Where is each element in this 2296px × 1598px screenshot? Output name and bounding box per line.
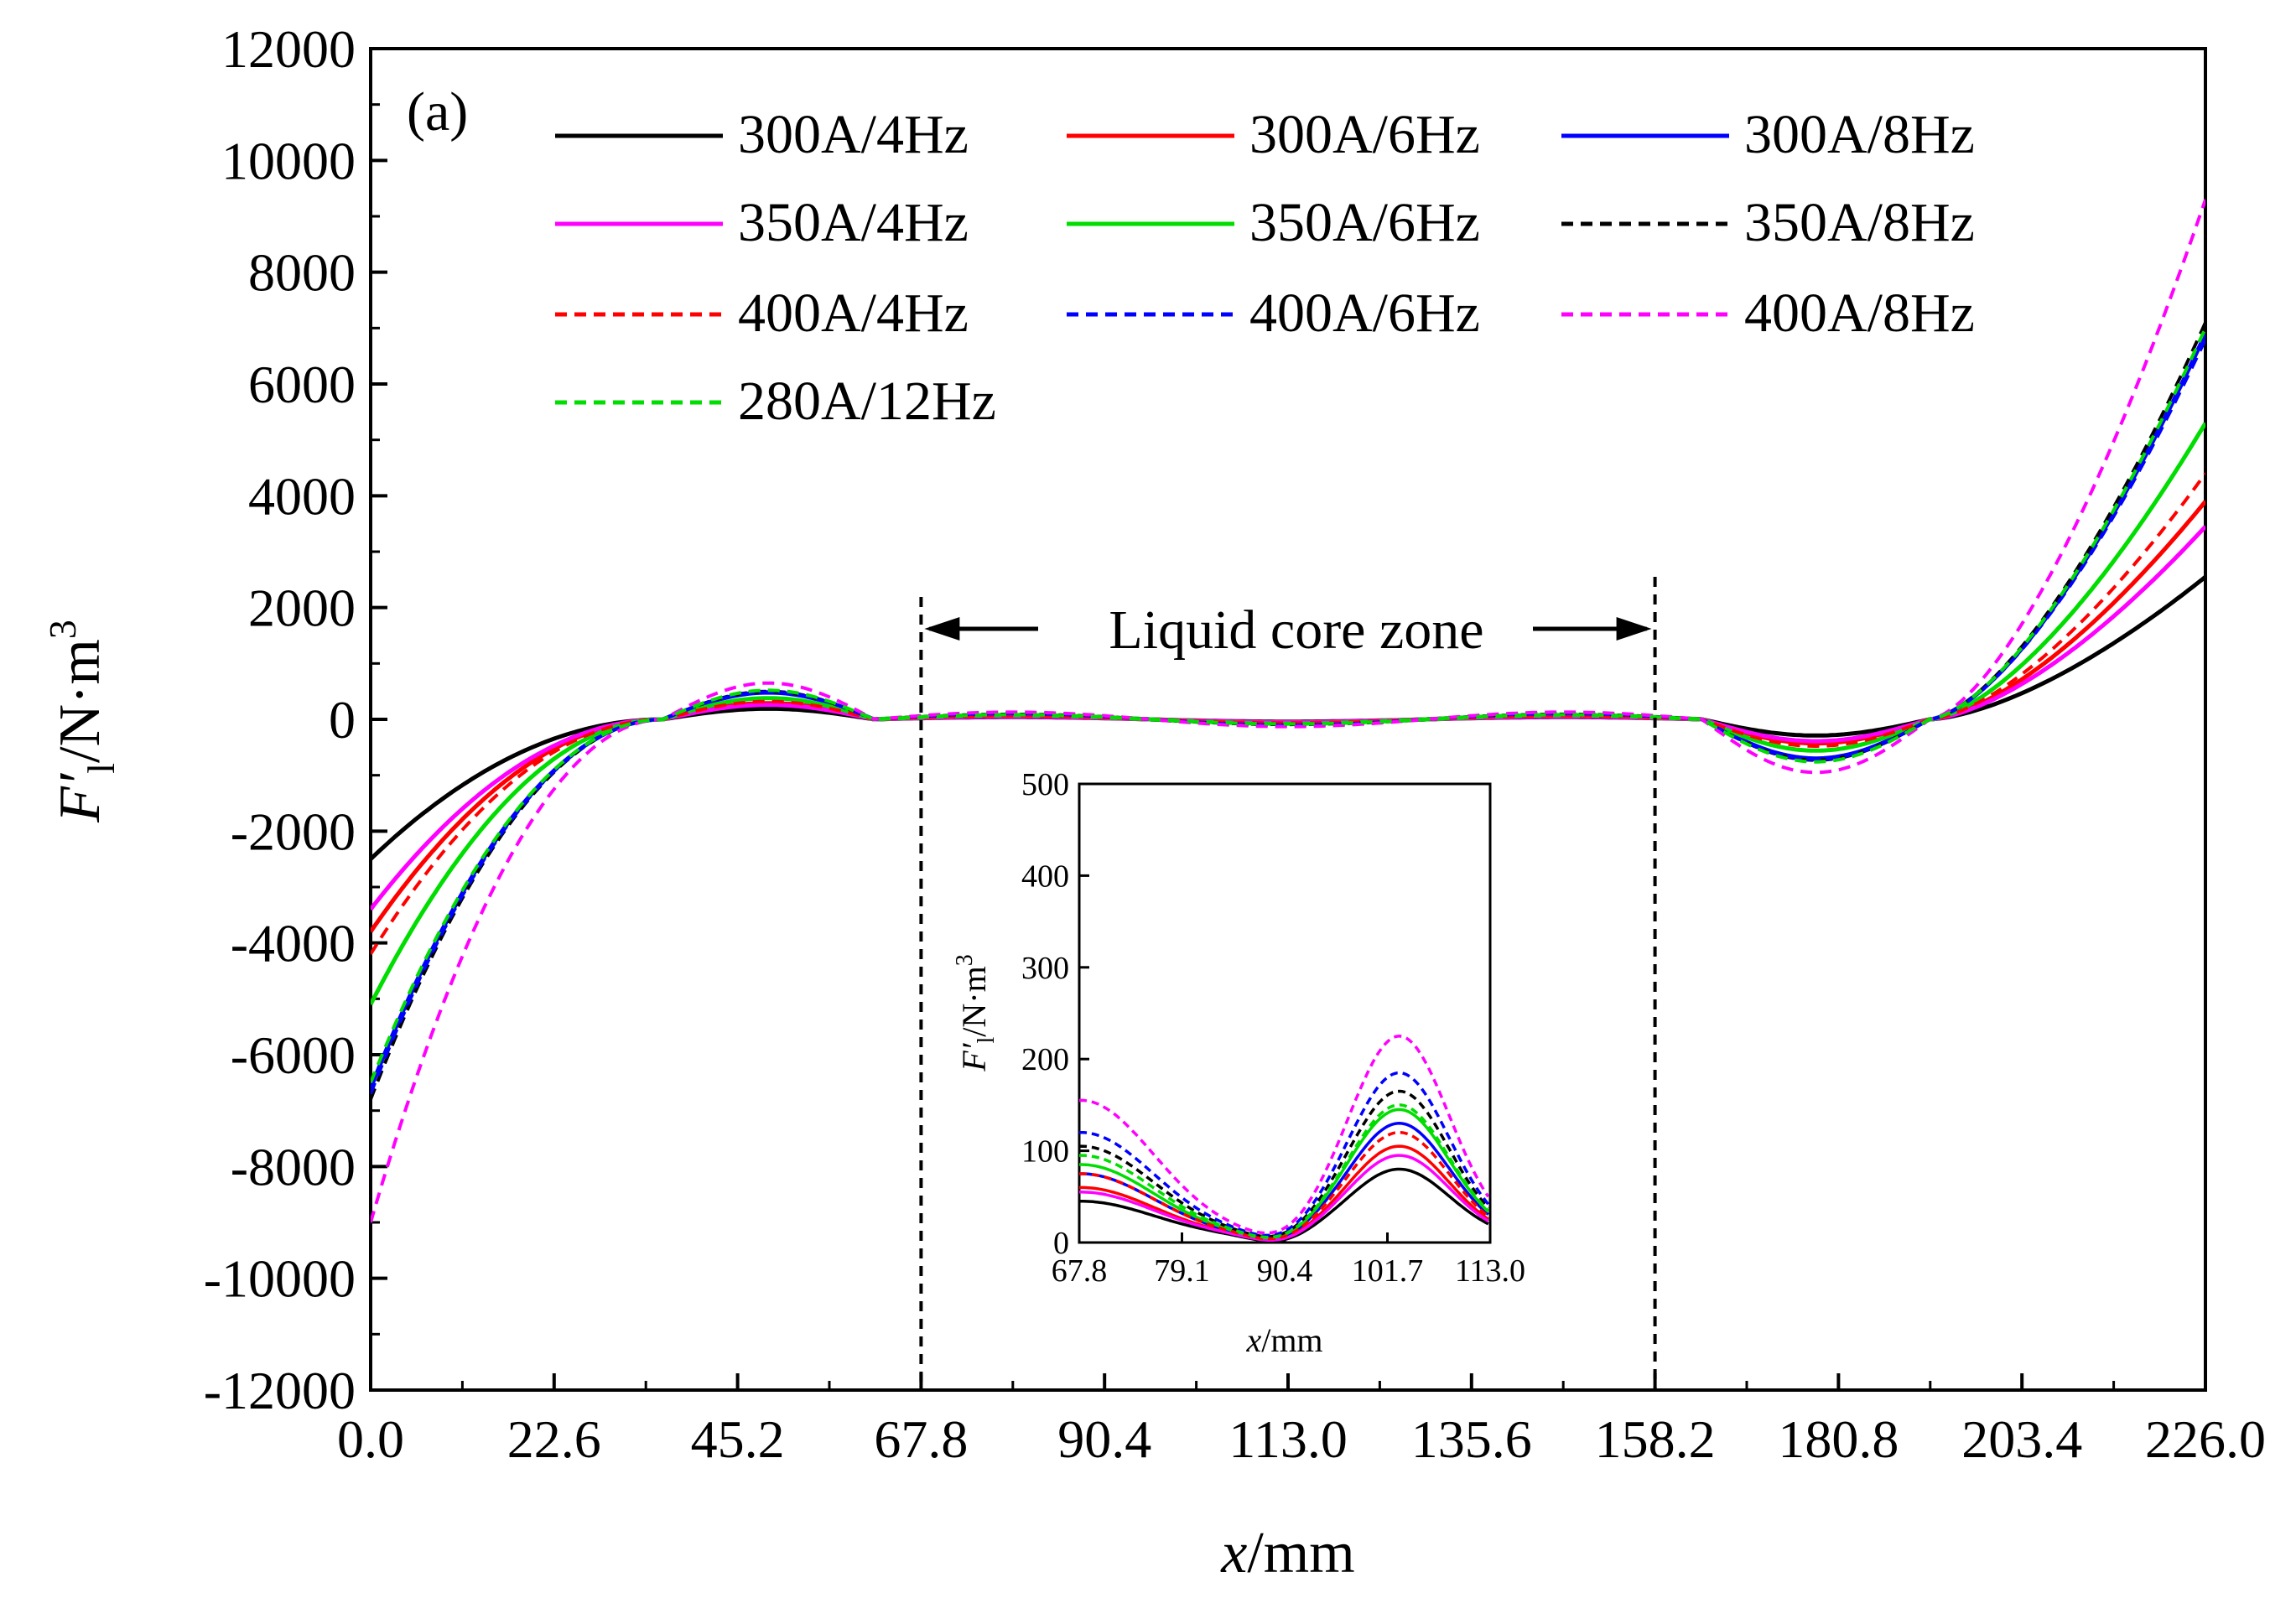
x-tick-label: 0.0 xyxy=(337,1409,404,1469)
inset-chart: 67.8 79.1 90.4 101.7 113.0 0 100 200 300 400 500 x… xyxy=(952,767,1525,1359)
inset-x-tick-label: 113.0 xyxy=(1455,1253,1525,1289)
legend-label: 400A/8Hz xyxy=(1744,283,1975,344)
y-tick-label: -12000 xyxy=(204,1361,356,1420)
inset-series-line xyxy=(1079,1089,1490,1238)
legend-label: 350A/4Hz xyxy=(738,192,969,253)
x-tick-label: 67.8 xyxy=(874,1409,968,1469)
inset-series-line xyxy=(1079,1108,1490,1239)
inset-frame xyxy=(1078,782,1492,1244)
y-tick-label: 8000 xyxy=(248,243,356,303)
inset-y-tick-label: 0 xyxy=(1053,1226,1069,1261)
x-tick-label: 135.6 xyxy=(1411,1409,1532,1469)
inset-series-line xyxy=(1079,1154,1489,1242)
y-tick-label: -4000 xyxy=(231,914,356,973)
inset-y-tick-label: 500 xyxy=(1021,767,1069,802)
y-tick-label: 10000 xyxy=(221,131,356,190)
legend-label: 300A/4Hz xyxy=(738,104,969,165)
x-tick-label: 113.0 xyxy=(1229,1409,1348,1469)
inset-y-tick-label: 400 xyxy=(1021,859,1069,894)
inset-x-axis-title: x/mm xyxy=(1245,1321,1322,1359)
inset-y-tick-label: 200 xyxy=(1021,1042,1069,1077)
inset-y-axis-title: F′l/N·m3 xyxy=(952,954,1000,1071)
y-tick-label: 2000 xyxy=(248,578,356,638)
legend-label: 280A/12Hz xyxy=(738,371,996,432)
x-tick-label: 45.2 xyxy=(691,1409,785,1469)
inset-x-tick-label: 101.7 xyxy=(1352,1253,1424,1289)
zone-arrowhead-left xyxy=(924,617,960,641)
y-tick-label: 6000 xyxy=(248,355,356,414)
zone-label: Liquid core zone xyxy=(1109,599,1483,661)
zone-arrowhead-right xyxy=(1616,617,1652,641)
x-tick-label: 158.2 xyxy=(1595,1409,1716,1469)
inset-y-tick-label: 300 xyxy=(1021,951,1069,986)
legend-label: 350A/6Hz xyxy=(1249,192,1480,253)
inset-x-tick-label: 90.4 xyxy=(1257,1253,1313,1289)
legend-label: 400A/6Hz xyxy=(1249,283,1480,344)
series-line xyxy=(371,327,2205,1084)
y-axis-title: F′l/N·m3 xyxy=(41,620,122,823)
inset-series-line xyxy=(1079,1035,1490,1235)
inset-y-tick-label: 100 xyxy=(1021,1134,1069,1170)
y-tick-label: -8000 xyxy=(231,1137,356,1196)
y-tick-label: 12000 xyxy=(221,19,356,79)
x-tick-label: 90.4 xyxy=(1057,1409,1151,1469)
y-tick-label: 4000 xyxy=(248,466,356,526)
x-tick-label: 203.4 xyxy=(1961,1409,2082,1469)
legend-label: 350A/8Hz xyxy=(1744,192,1975,253)
x-tick-label: 22.6 xyxy=(507,1409,601,1469)
inset-x-tick-label: 67.8 xyxy=(1052,1253,1108,1289)
inset-series-line xyxy=(1079,1071,1490,1237)
y-tick-label: 0 xyxy=(329,690,356,750)
inset-x-tick-label: 79.1 xyxy=(1154,1253,1210,1289)
liquid-core-zone: Liquid core zone xyxy=(919,577,1657,1390)
y-tick-label: -10000 xyxy=(204,1249,356,1309)
legend: 300A/4Hz 300A/6Hz 300A/8Hz 350A/4Hz 350A/6Hz… xyxy=(555,104,1975,432)
legend-label: 400A/4Hz xyxy=(738,283,969,344)
y-tick-label: -2000 xyxy=(231,802,356,861)
x-tick-label: 226.0 xyxy=(2145,1409,2266,1469)
panel-label: (a) xyxy=(407,81,468,143)
x-tick-label: 180.8 xyxy=(1778,1409,1899,1469)
legend-label: 300A/6Hz xyxy=(1249,104,1480,165)
inset-series-line xyxy=(1079,1130,1489,1241)
y-tick-label: -6000 xyxy=(231,1025,356,1085)
x-axis-title: x/mm xyxy=(1220,1521,1354,1585)
legend-label: 300A/8Hz xyxy=(1744,104,1975,165)
